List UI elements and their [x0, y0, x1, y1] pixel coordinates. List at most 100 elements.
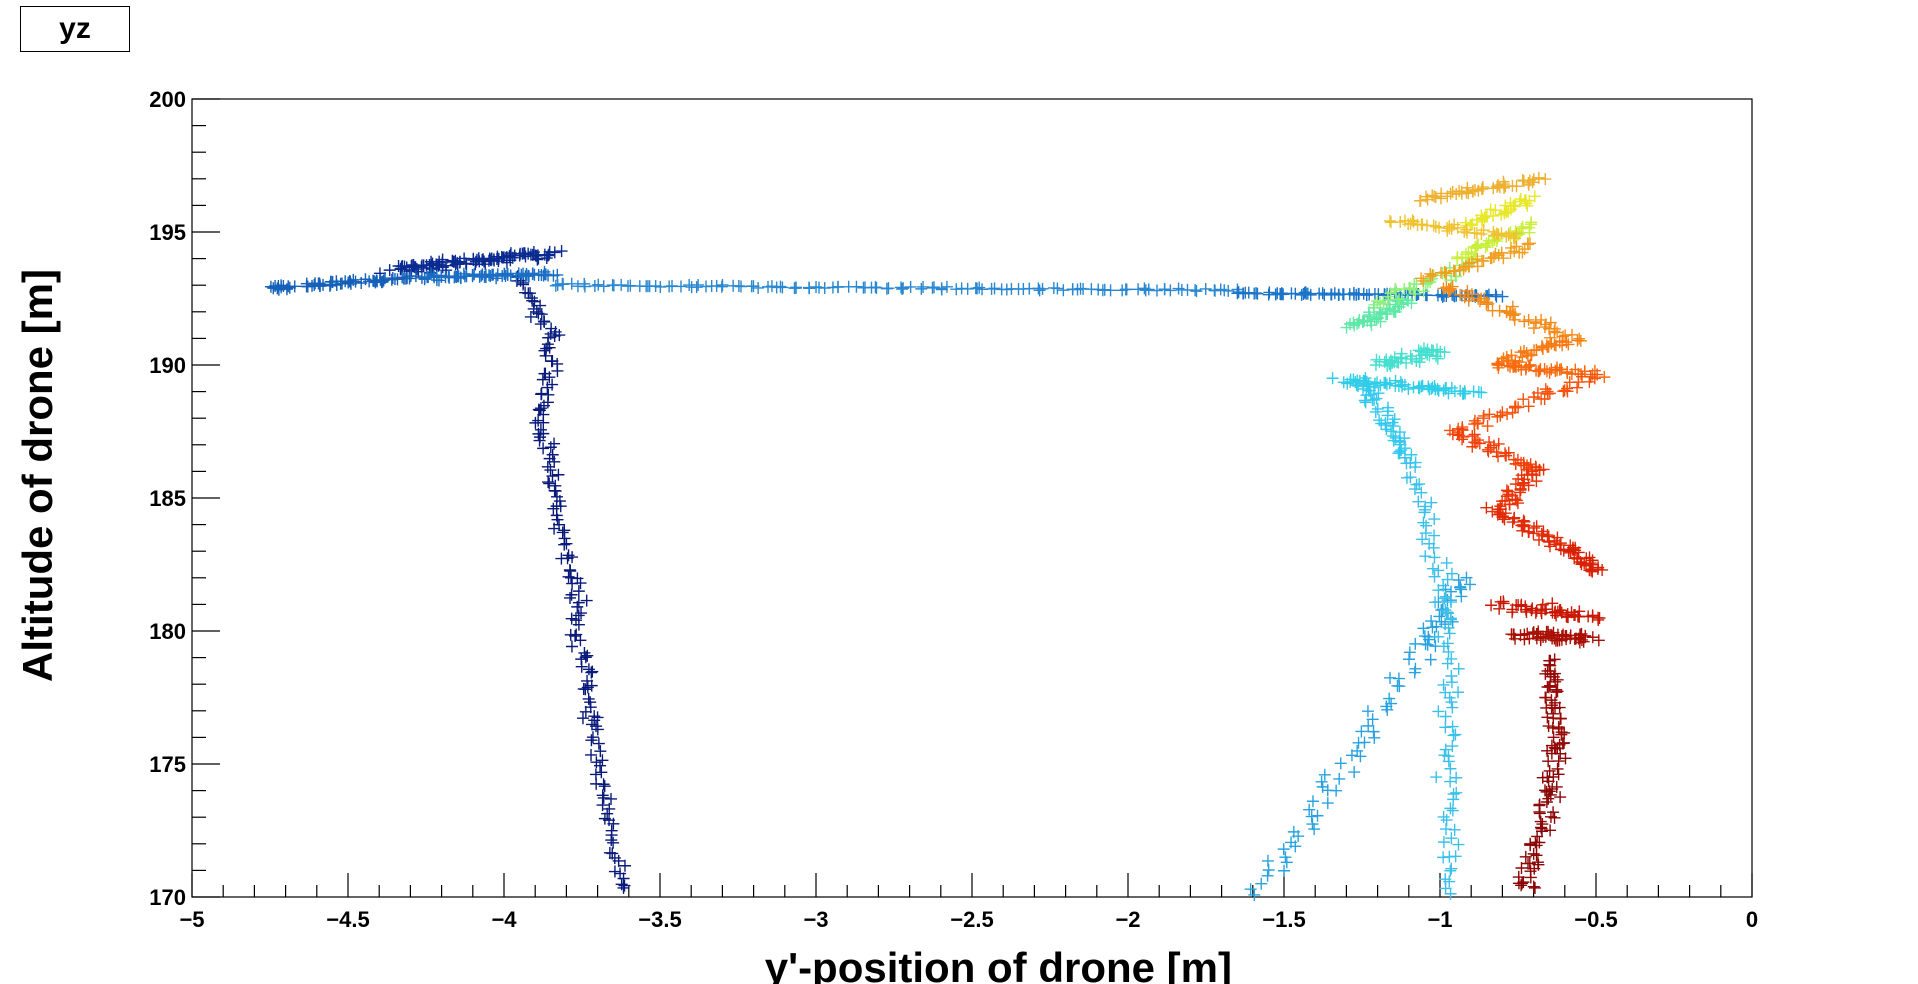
data-point — [1139, 284, 1152, 297]
data-point — [1497, 595, 1510, 608]
data-point — [1521, 349, 1534, 362]
data-point — [1515, 879, 1528, 892]
x-tick-label: −1 — [1427, 907, 1452, 932]
data-point — [1480, 298, 1493, 311]
data-point — [439, 259, 452, 272]
data-point — [558, 524, 571, 537]
data-point — [555, 245, 568, 258]
data-point — [1490, 446, 1503, 459]
data-point — [541, 381, 554, 394]
data-point — [554, 500, 567, 513]
data-point — [569, 630, 582, 643]
x-tick-label: −4 — [491, 907, 517, 932]
data-point — [935, 283, 948, 296]
data-point — [1582, 610, 1595, 623]
data-point — [1380, 378, 1393, 391]
data-point — [1487, 250, 1500, 263]
data-point — [562, 570, 575, 583]
data-point — [1529, 836, 1542, 849]
data-point — [1304, 288, 1317, 301]
data-point — [398, 260, 411, 273]
y-tick-label: 175 — [149, 752, 186, 777]
data-point — [485, 252, 498, 265]
data-point — [1432, 564, 1445, 577]
data-point — [1447, 264, 1460, 277]
data-point — [538, 344, 551, 357]
data-point — [578, 646, 591, 659]
data-point — [1539, 630, 1552, 643]
data-point — [1306, 818, 1319, 831]
data-point — [615, 278, 628, 291]
data-point — [1596, 563, 1609, 576]
data-point — [1559, 329, 1572, 342]
data-point — [692, 278, 705, 291]
data-point — [1522, 400, 1535, 413]
data-point — [534, 402, 547, 415]
data-point — [1538, 392, 1551, 405]
data-point — [1383, 692, 1396, 705]
data-point — [1544, 316, 1557, 329]
data-point — [1333, 772, 1346, 785]
data-point — [1244, 883, 1257, 896]
data-point — [1380, 353, 1393, 366]
data-point — [1533, 807, 1546, 820]
data-point — [457, 267, 470, 280]
data-point — [1279, 851, 1292, 864]
data-point — [1438, 749, 1451, 762]
data-point — [1462, 294, 1475, 307]
data-point — [1592, 634, 1605, 647]
data-point — [1445, 862, 1458, 875]
data-point — [1448, 265, 1461, 278]
data-point — [1262, 863, 1275, 876]
data-point — [607, 836, 620, 849]
data-point — [1417, 516, 1430, 529]
data-point — [585, 666, 598, 679]
data-point — [544, 464, 557, 477]
data-point — [1548, 325, 1561, 338]
data-point — [1556, 737, 1569, 750]
data-point — [1518, 194, 1531, 207]
x-tick-label: −2 — [1115, 907, 1140, 932]
data-point — [716, 278, 729, 291]
data-point — [1326, 372, 1339, 385]
data-point — [1394, 216, 1407, 229]
data-point — [1473, 295, 1486, 308]
data-point — [1438, 266, 1451, 279]
data-point — [1490, 290, 1503, 303]
data-point — [803, 282, 816, 295]
data-point — [1561, 608, 1574, 621]
data-point — [591, 711, 604, 724]
data-point — [1278, 864, 1291, 877]
data-point — [1446, 804, 1459, 817]
data-point — [596, 789, 609, 802]
data-point — [582, 692, 595, 705]
data-point — [1454, 580, 1467, 593]
data-point — [1432, 705, 1445, 718]
data-point — [1545, 701, 1558, 714]
data-point — [1497, 252, 1510, 265]
data-point — [1358, 736, 1371, 749]
data-point — [527, 246, 540, 259]
data-point — [1410, 355, 1423, 368]
data-point — [1428, 529, 1441, 542]
data-point — [576, 712, 589, 725]
y-tick-label: 195 — [149, 220, 186, 245]
data-point — [560, 537, 573, 550]
data-point — [1521, 199, 1534, 212]
data-point — [1409, 456, 1422, 469]
data-point — [581, 649, 594, 662]
data-point — [1477, 255, 1490, 268]
data-point — [1403, 653, 1416, 666]
data-point — [1305, 810, 1318, 823]
y-tick-label: 190 — [149, 353, 186, 378]
data-point — [563, 563, 576, 576]
data-point — [1435, 615, 1448, 628]
data-point — [1426, 562, 1439, 575]
data-point — [1285, 836, 1298, 849]
data-point — [1379, 417, 1392, 430]
data-point — [1541, 744, 1554, 757]
data-point — [1515, 862, 1528, 875]
data-point — [1437, 810, 1450, 823]
data-point — [535, 308, 548, 321]
data-point — [541, 460, 554, 473]
